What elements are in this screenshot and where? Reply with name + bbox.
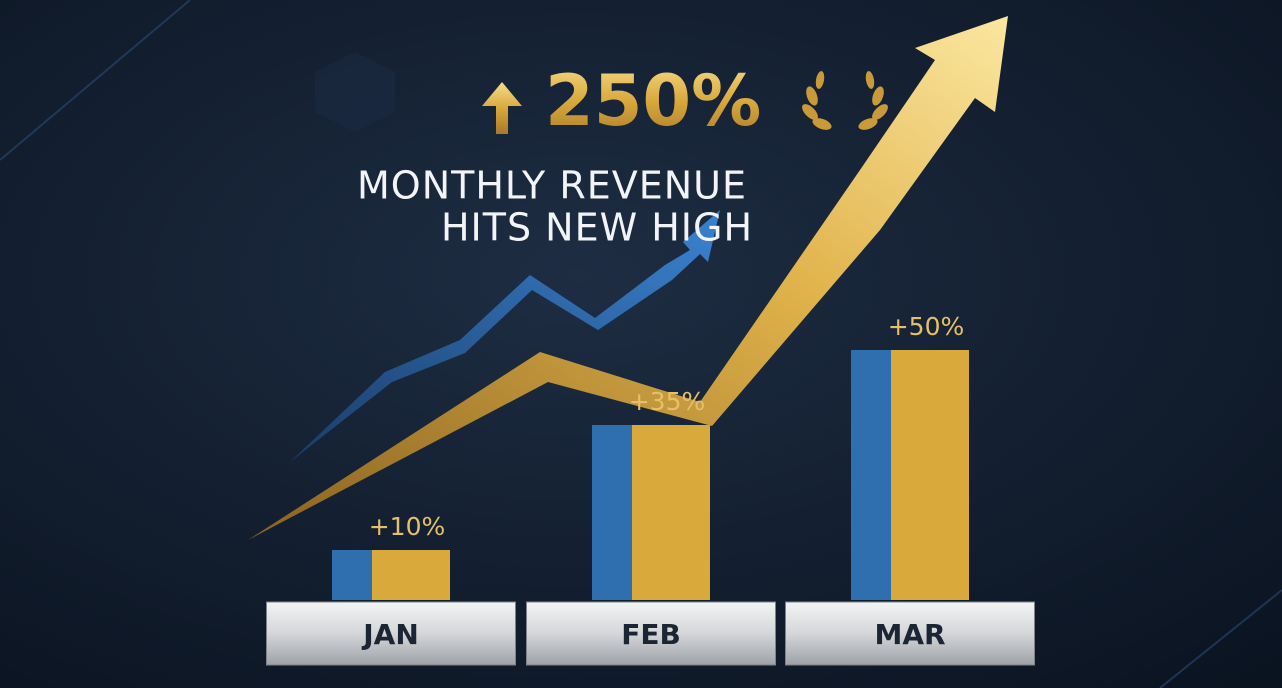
decor-line: [0, 0, 191, 161]
x-tick-label: JAN: [361, 618, 419, 651]
x-tick-label: FEB: [621, 618, 681, 651]
value-label: +35%: [629, 387, 706, 416]
bar: [332, 550, 450, 600]
category-box: [785, 601, 1035, 666]
category-box: [266, 601, 516, 666]
category-box: [526, 601, 776, 666]
x-tick-label: MAR: [874, 618, 945, 651]
title-line: MONTHLY REVENUE: [357, 164, 747, 208]
decor-line: [1159, 589, 1282, 688]
decor-hexagon: [315, 52, 395, 132]
title-line: HITS NEW HIGH: [441, 206, 753, 250]
bar: [592, 425, 710, 600]
bar: [851, 350, 969, 600]
laurel-icon: [802, 71, 888, 130]
gold-arrow: [248, 16, 1008, 540]
up-arrow-icon: [482, 82, 522, 134]
value-label: +10%: [369, 512, 446, 541]
headline: 250%: [545, 60, 761, 142]
value-label: +50%: [888, 312, 965, 341]
